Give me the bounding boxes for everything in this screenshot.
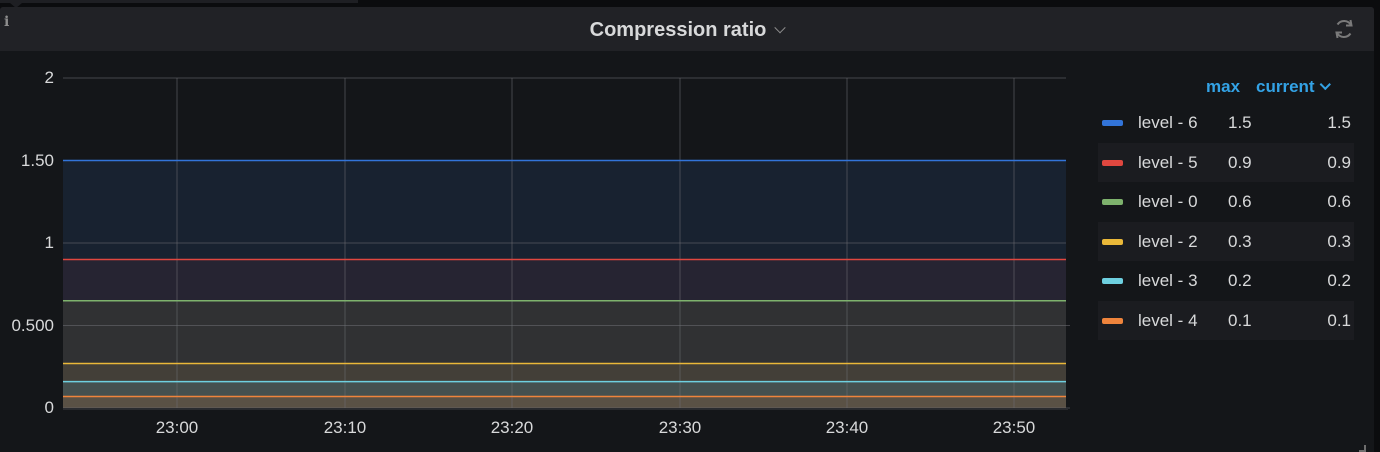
series-name[interactable]: level - 0 [1138, 192, 1198, 211]
panel-title[interactable]: Compression ratio [0, 17, 1374, 43]
chevron-down-icon[interactable] [774, 22, 787, 34]
series-current-value: 0.9 [1327, 152, 1351, 172]
graph-panel: i Compression ratio 0 0.500 1 1.50 2 23:00 23… [0, 7, 1374, 452]
series-name[interactable]: level - 4 [1138, 310, 1198, 330]
legend-col-max[interactable]: max [1206, 77, 1241, 96]
series-current-value: 0.6 [1327, 192, 1351, 211]
plot-canvas[interactable] [0, 51, 1090, 452]
series-max-value: 0.6 [1228, 192, 1252, 211]
series-max-value: 0.1 [1228, 310, 1252, 330]
series-name[interactable]: level - 6 [1138, 113, 1198, 132]
tooltip-notch [10, 3, 22, 8]
legend-item[interactable]: level - 0 0.6 0.6 [1098, 182, 1354, 222]
series-current-value: 1.5 [1327, 113, 1351, 132]
y-axis-tick-label: 0.500 [11, 315, 54, 335]
series-color-swatch[interactable] [1102, 199, 1123, 205]
series-max-value: 0.3 [1228, 231, 1252, 251]
legend-header: max current [1098, 73, 1354, 103]
tooltip-strip [0, 0, 358, 3]
series-color-swatch[interactable] [1102, 278, 1123, 284]
series-current-value: 0.3 [1327, 231, 1351, 251]
legend-item[interactable]: level - 5 0.9 0.9 [1098, 142, 1354, 182]
legend-col-current[interactable]: current [1256, 77, 1331, 97]
panel-edge [1374, 7, 1380, 452]
panel-title-text: Compression ratio [589, 19, 767, 41]
y-axis-tick-label: 1.50 [20, 150, 54, 170]
x-axis-tick-label: 23:20 [490, 418, 534, 437]
panel-header[interactable]: i Compression ratio [0, 7, 1374, 51]
series-name[interactable]: level - 3 [1138, 271, 1198, 290]
x-axis-tick-label: 23:10 [323, 418, 367, 437]
x-axis-tick-label: 23:50 [992, 418, 1036, 437]
x-axis-tick-label: 23:30 [658, 418, 702, 437]
series-name[interactable]: level - 5 [1138, 152, 1198, 172]
series-current-value: 0.1 [1327, 310, 1351, 330]
legend-col-current-label: current [1256, 77, 1315, 96]
y-axis-tick-label: 2 [44, 68, 54, 87]
legend: max current level - 6 1.5 1.5 level - 5 0.9 0… [1098, 73, 1354, 340]
refresh-icon[interactable] [1332, 17, 1356, 41]
series-current-value: 0.2 [1327, 271, 1351, 290]
x-axis-tick-label: 23:40 [825, 418, 869, 437]
resize-handle[interactable] [1359, 445, 1366, 452]
series-max-value: 1.5 [1228, 113, 1252, 132]
y-axis-tick-label: 1 [44, 233, 54, 252]
legend-item[interactable]: level - 3 0.2 0.2 [1098, 261, 1354, 301]
y-axis-tick-label: 0 [44, 398, 54, 417]
series-color-swatch[interactable] [1102, 317, 1123, 324]
x-axis-tick-label: 23:00 [155, 418, 199, 437]
series-color-swatch[interactable] [1102, 238, 1123, 245]
series-name[interactable]: level - 2 [1138, 231, 1198, 251]
info-icon[interactable]: i [4, 14, 10, 30]
series-max-value: 0.2 [1228, 271, 1252, 290]
series-color-swatch[interactable] [1102, 159, 1123, 166]
series-max-value: 0.9 [1228, 152, 1252, 172]
legend-item[interactable]: level - 4 0.1 0.1 [1098, 300, 1354, 340]
legend-item[interactable]: level - 2 0.3 0.3 [1098, 221, 1354, 261]
chart-area[interactable]: 0 0.500 1 1.50 2 23:00 23:10 23:20 23:30 23:40 23… [0, 51, 1090, 452]
series-color-swatch[interactable] [1102, 120, 1123, 126]
legend-item[interactable]: level - 6 1.5 1.5 [1098, 103, 1354, 143]
chevron-down-icon [1319, 78, 1331, 91]
